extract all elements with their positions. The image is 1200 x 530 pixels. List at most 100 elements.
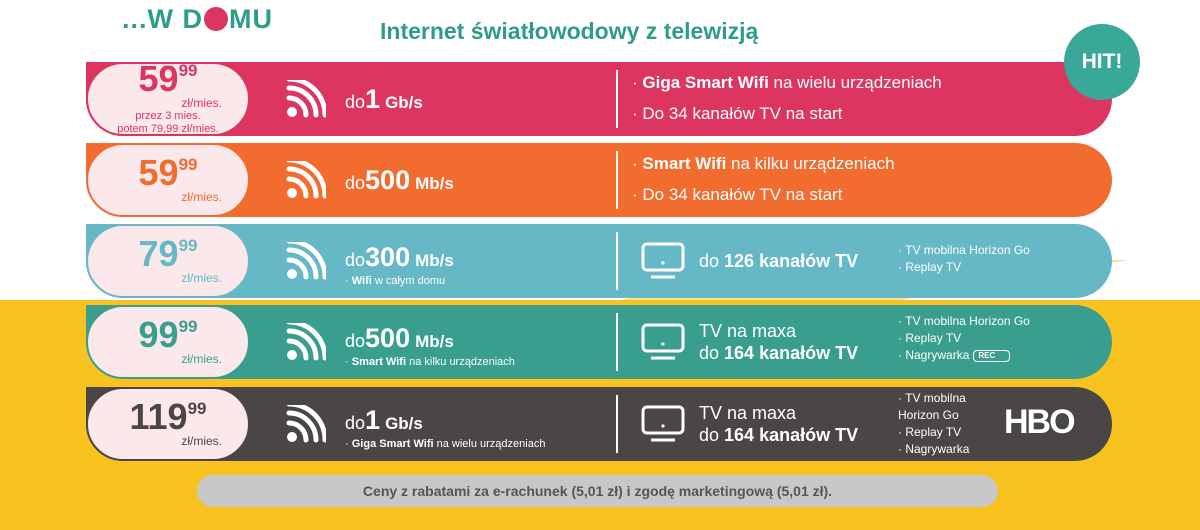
speed-prefix: do	[345, 250, 366, 270]
plan-row[interactable]: 119 99 zł/mies. do1 Gb/s · Giga Smart Wifi…	[86, 387, 1112, 461]
feature-item: · Giga Smart Wifi na wielu urządzeniach	[632, 73, 942, 92]
logo-o-icon	[204, 7, 228, 31]
wifi-icon	[286, 401, 328, 443]
price-main: 59	[138, 58, 179, 100]
price-pill: 59 99 zł/mies. przez 3 mies. potem 79,99 z…	[86, 58, 250, 136]
extra-item: · TV mobilna Horizon Go	[898, 391, 966, 422]
divider	[616, 395, 618, 453]
wifi-note: · Smart Wifi na kilku urządzeniach	[345, 356, 515, 368]
speed-unit: Mb/s	[415, 332, 454, 351]
price-cents: 99	[178, 61, 198, 81]
speed-unit: Mb/s	[415, 251, 454, 270]
price-cents: 99	[178, 236, 198, 256]
wifi-note-bold: Smart Wifi	[351, 356, 407, 368]
feature-text: Do 34 kanałów TV na start	[642, 185, 843, 204]
speed-unit: Mb/s	[415, 174, 454, 193]
divider	[616, 70, 618, 128]
plan-row[interactable]: 79 99 zł/mies. do300 Mb/s · Wifi w całym d…	[86, 224, 1112, 298]
feature-bold: Giga Smart Wifi	[642, 73, 769, 92]
feature-text: na wielu urządzeniach	[768, 73, 942, 92]
price-unit: zł/mies.	[181, 270, 222, 285]
extra-item: · Replay TV	[898, 331, 962, 345]
tv-channel-count: 164 kanałów TV	[724, 425, 859, 445]
tv-channels: do 126 kanałów TV	[699, 250, 858, 272]
price-unit: zł/mies.	[181, 189, 222, 204]
wifi-icon	[286, 319, 328, 361]
wifi-note-text: w całym domu	[371, 275, 446, 287]
tv-icon	[641, 405, 685, 443]
price-unit: zł/mies.	[181, 95, 222, 110]
extra-item: · TV mobilna Horizon Go	[898, 243, 1030, 257]
speed: do500 Mb/s	[345, 322, 454, 358]
divider	[616, 313, 618, 371]
speed-prefix: do	[345, 173, 366, 193]
price: 99 99	[138, 314, 198, 356]
speed-value: 1	[365, 84, 381, 114]
speed-unit: Gb/s	[385, 414, 423, 433]
tv-prefix: do	[699, 343, 725, 363]
speed-value: 500	[365, 165, 411, 195]
speed-value: 500	[365, 323, 411, 353]
hit-badge: HIT!	[1064, 24, 1140, 100]
price: 59 99	[138, 152, 198, 194]
price-main: 59	[138, 152, 179, 194]
tv-package: TV na maxa	[699, 403, 797, 423]
tv-channels: TV na maxa do 164 kanałów TV	[699, 402, 858, 446]
price-pill: 99 99 zł/mies.	[86, 305, 250, 379]
hbo-logo: HBO	[1004, 403, 1076, 441]
extra-text: Replay TV	[905, 331, 962, 345]
extra-text: TV mobilna Horizon Go	[898, 391, 966, 422]
price: 79 99	[138, 233, 198, 275]
speed-unit: Gb/s	[385, 93, 423, 112]
divider	[616, 151, 618, 209]
wifi-note: · Wifi w całym domu	[345, 275, 446, 287]
speed-value: 1	[365, 405, 381, 435]
extra-text: Replay TV	[905, 260, 962, 274]
extra-item: · Replay TV	[898, 260, 962, 274]
price-pill: 119 99 zł/mies.	[86, 387, 250, 461]
tv-icon	[641, 323, 685, 361]
extra-text: Nagrywarka	[905, 348, 970, 362]
feature-bold: Smart Wifi	[642, 154, 727, 173]
wifi-note-bold: Wifi	[351, 275, 372, 287]
tv-channels: TV na maxa do 164 kanałów TV	[699, 320, 858, 364]
price-unit: zł/mies.	[181, 433, 222, 448]
speed: do300 Mb/s	[345, 241, 454, 277]
divider	[616, 232, 618, 290]
speed-value: 300	[365, 242, 411, 272]
price-pill: 79 99 zł/mies.	[86, 224, 250, 298]
tv-icon	[641, 242, 685, 280]
logo: ...W D MU	[122, 4, 273, 34]
extra-text: TV mobilna Horizon Go	[905, 314, 1030, 328]
tv-prefix: do	[699, 251, 725, 271]
rec-icon: REC	[973, 350, 1011, 362]
speed: do1 Gb/s	[345, 404, 423, 440]
wifi-icon	[286, 238, 328, 280]
feature-text: na kilku urządzeniach	[726, 154, 895, 173]
wifi-note-text: na kilku urządzeniach	[406, 356, 515, 368]
plan-row[interactable]: 99 99 zł/mies. do500 Mb/s · Smart Wifi na …	[86, 305, 1112, 379]
tv-prefix: do	[699, 425, 725, 445]
wifi-icon	[286, 157, 328, 199]
price: 59 99	[138, 58, 198, 100]
extra-text: Replay TV	[905, 425, 962, 439]
wifi-note: · Giga Smart Wifi na wielu urządzeniach	[345, 438, 546, 450]
feature-text: Do 34 kanałów TV na start	[642, 104, 843, 123]
wifi-note-bold: Giga Smart Wifi	[351, 438, 434, 450]
tv-extras: · TV mobilna Horizon Go · Replay TV · Nagr…	[898, 313, 1030, 364]
extra-item: · Nagrywarka	[898, 442, 970, 456]
plan-row[interactable]: 59 99 zł/mies. do500 Mb/s · Smart Wifi na …	[86, 143, 1112, 217]
tv-extras: · TV mobilna Horizon Go · Replay TV · Nagr…	[898, 390, 988, 458]
speed-prefix: do	[345, 331, 366, 351]
price: 119 99	[130, 399, 207, 435]
feature-item: · Do 34 kanałów TV na start	[632, 185, 843, 204]
extra-text: TV mobilna Horizon Go	[905, 243, 1030, 257]
tv-channel-count: 126 kanałów TV	[724, 251, 859, 271]
price-main: 79	[138, 233, 179, 275]
price-unit: zł/mies.	[181, 351, 222, 366]
plan-row[interactable]: 59 99 zł/mies. przez 3 mies. potem 79,99 z…	[86, 58, 1112, 136]
wifi-icon	[286, 76, 328, 118]
speed-prefix: do	[345, 92, 366, 112]
price-main: 99	[138, 314, 179, 356]
extra-item: · Replay TV	[898, 425, 962, 439]
